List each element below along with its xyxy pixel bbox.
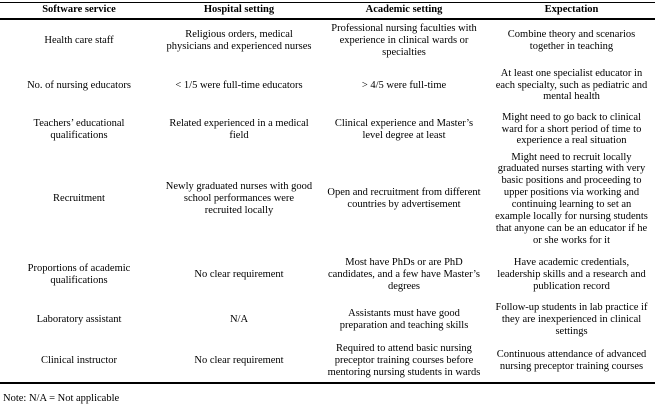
expectation-cell: Continuous attendance of advanced nursin… <box>496 348 647 372</box>
row-label-cell: Health care staff <box>44 35 114 47</box>
column-header-expectation: Expectation <box>544 4 599 16</box>
hospital-setting-cell: No clear requirement <box>194 268 284 280</box>
hospital-setting-cell: Religious orders, medical physicians and… <box>166 29 312 52</box>
row-label-cell: Clinical instructor <box>40 354 118 366</box>
academic-setting-cell: Required to attend basic nursing precept… <box>327 342 481 378</box>
row-label-cell: No. of nursing educators <box>27 79 131 91</box>
academic-setting-cell: > 4/5 were full-time <box>361 79 447 91</box>
table-header-row: Software service Hospital setting Academ… <box>0 3 655 19</box>
expectation-cell: Might need to recruit locally graduated … <box>495 151 648 247</box>
academic-setting-cell: Open and recruitment from different coun… <box>327 187 481 211</box>
table-row: Proportions of academic qualifications N… <box>0 248 655 301</box>
hospital-setting-cell: Related experienced in a medical field <box>169 117 309 141</box>
hospital-setting-cell: No clear requirement <box>194 354 284 366</box>
row-label-cell: Teachers’ educational qualifications <box>33 117 125 141</box>
academic-setting-cell: Professional nursing faculties with expe… <box>331 23 477 58</box>
row-label-cell: Proportions of academic qualifications <box>27 262 131 286</box>
expectation-cell: At least one specialist educator in each… <box>495 67 648 103</box>
table-row: No. of nursing educators < 1/5 were full… <box>0 63 655 109</box>
comparison-table: Software service Hospital setting Academ… <box>0 2 655 385</box>
row-label-cell: Recruitment <box>53 193 105 205</box>
hospital-setting-cell: N/A <box>229 314 249 326</box>
academic-setting-cell: Assistants must have good preparation an… <box>339 308 469 332</box>
row-label-cell: Laboratory assistant <box>36 314 122 326</box>
table-footnote: Note: N/A = Not applicable <box>3 393 120 404</box>
table-row: Clinical instructor No clear requirement… <box>0 339 655 383</box>
table-row: Laboratory assistant N/A Assistants must… <box>0 301 655 339</box>
expectation-cell: Have academic credentials, leadership sk… <box>497 256 646 292</box>
expectation-cell: Combine theory and scenarios together in… <box>507 29 636 52</box>
table-row: Teachers’ educational qualifications Rel… <box>0 109 655 151</box>
expectation-cell: Follow-up students in lab practice if th… <box>495 302 648 338</box>
hospital-setting-cell: < 1/5 were full-time educators <box>175 79 303 91</box>
table-row: Recruitment Newly graduated nurses with … <box>0 151 655 249</box>
column-header-academic-setting: Academic setting <box>365 4 443 16</box>
column-header-hospital-setting: Hospital setting <box>203 4 275 16</box>
column-header-software-service: Software service <box>42 4 116 16</box>
hospital-setting-cell: Newly graduated nurses with good school … <box>165 181 313 217</box>
academic-setting-cell: Clinical experience and Master’s level d… <box>334 117 474 141</box>
expectation-cell: Might need to go back to clinical ward f… <box>501 111 642 147</box>
table-row: Health care staff Religious orders, medi… <box>0 19 655 63</box>
academic-setting-cell: Most have PhDs or are PhD candidates, an… <box>328 256 480 292</box>
